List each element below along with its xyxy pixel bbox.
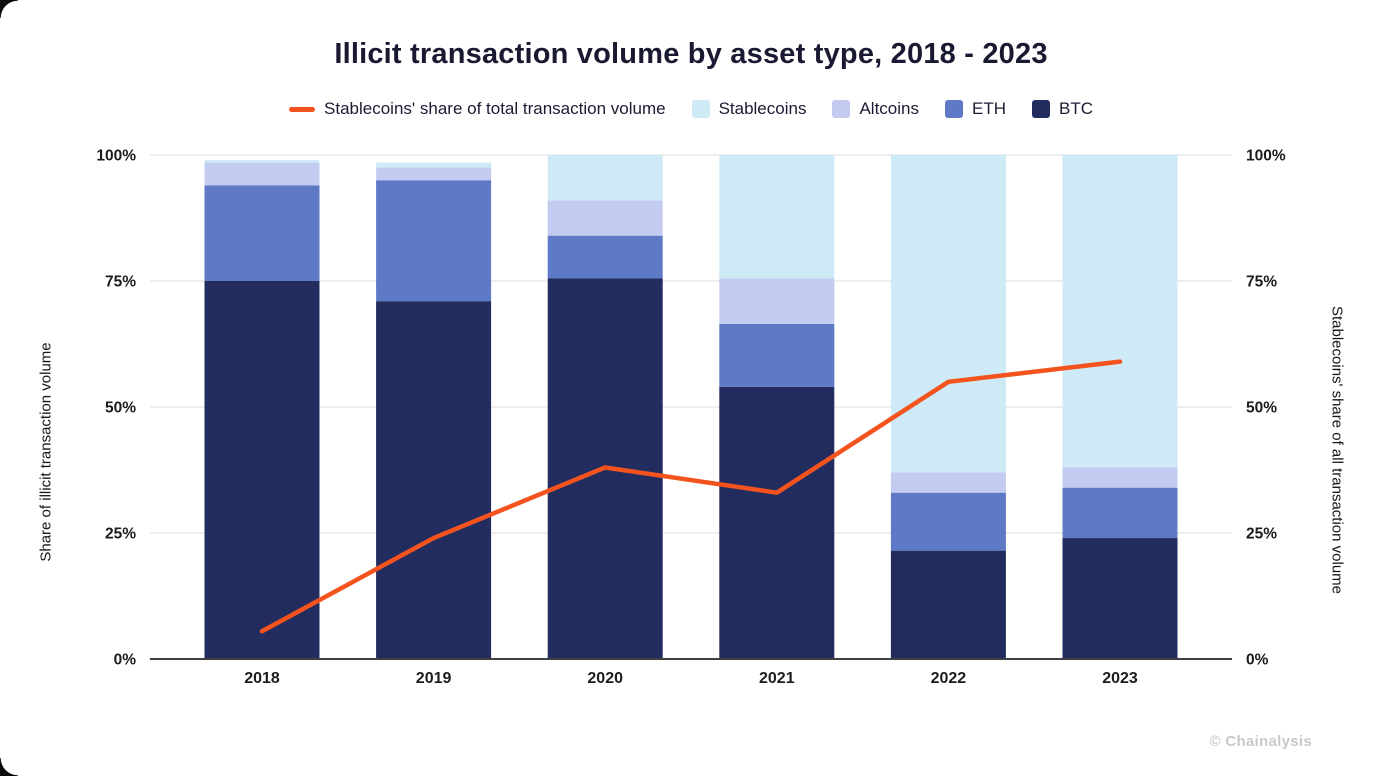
- legend-label-btc: BTC: [1058, 99, 1093, 118]
- bar-2019-altcoins: [376, 167, 492, 181]
- bar-2019-btc: [376, 301, 492, 659]
- legend-label-stablecoins: Stablecoins: [718, 99, 807, 118]
- corner-artifact-bottom-left: [0, 758, 18, 776]
- right-tick-25: 25%: [1246, 526, 1277, 543]
- bar-2019-stablecoins: [376, 162, 492, 168]
- btc-swatch: [1031, 100, 1050, 118]
- right-tick-0: 0%: [1246, 652, 1269, 669]
- bar-2022-btc: [890, 550, 1006, 659]
- x-axis-label-2018: 2018: [244, 670, 280, 687]
- legend-label-altcoins: Altcoins: [859, 99, 919, 118]
- left-tick-50: 50%: [105, 400, 136, 417]
- left-tick-25: 25%: [105, 526, 136, 543]
- left-tick-100: 100%: [96, 148, 136, 165]
- line-legend-swatch: [289, 106, 316, 112]
- altcoins-swatch: [832, 100, 851, 118]
- left-tick-75: 75%: [105, 274, 136, 291]
- chart-legend: Stablecoins' share of total transaction …: [0, 99, 1382, 119]
- right-tick-75: 75%: [1246, 274, 1277, 291]
- legend-item-altcoins: Altcoins: [832, 99, 919, 119]
- bar-2023-stablecoins: [1062, 155, 1178, 468]
- x-axis-label-2023: 2023: [1102, 670, 1138, 687]
- bar-2022-eth: [890, 492, 1006, 551]
- bar-2021-stablecoins: [719, 155, 835, 279]
- bar-2020-eth: [547, 235, 663, 279]
- stablecoins-share-line: [259, 359, 1123, 634]
- legend-label-eth: ETH: [971, 99, 1006, 118]
- legend-item-stablecoins: Stablecoins: [691, 99, 807, 119]
- left-tick-0: 0%: [114, 652, 137, 669]
- bar-2019-eth: [376, 180, 492, 302]
- legend-label-line: Stablecoins' share of total transaction …: [324, 99, 666, 118]
- bar-2018-btc: [204, 281, 320, 659]
- bar-2021-altcoins: [719, 278, 835, 324]
- right-tick-50: 50%: [1246, 400, 1277, 417]
- bar-2020-stablecoins: [547, 155, 663, 201]
- page-title: Illicit transaction volume by asset type…: [334, 38, 1048, 70]
- bar-2021-btc: [719, 386, 835, 659]
- bar-2022-stablecoins: [890, 155, 1006, 473]
- legend-item-eth: ETH: [944, 99, 1006, 119]
- eth-swatch: [944, 100, 963, 118]
- legend-item-line: Stablecoins' share of total transaction …: [289, 99, 666, 119]
- right-tick-100: 100%: [1246, 148, 1286, 165]
- x-axis-label-2021: 2021: [759, 670, 795, 687]
- bar-2018-altcoins: [204, 162, 320, 186]
- bar-2020-altcoins: [547, 200, 663, 236]
- bar-2018-eth: [204, 185, 320, 281]
- bar-2023-btc: [1062, 538, 1178, 659]
- bar-2022-altcoins: [890, 472, 1006, 493]
- x-axis-label-2022: 2022: [931, 670, 967, 687]
- legend-item-btc: BTC: [1031, 99, 1093, 119]
- corner-artifact-top-left: [0, 0, 18, 18]
- stablecoins-swatch: [691, 100, 710, 118]
- x-axis-label-2020: 2020: [587, 670, 623, 687]
- bar-2023-altcoins: [1062, 467, 1178, 488]
- chainalysis-brand: © Chainalysis: [1209, 733, 1312, 750]
- bar-2021-eth: [719, 323, 835, 387]
- bar-2018-stablecoins: [204, 160, 320, 163]
- bar-2023-eth: [1062, 487, 1178, 539]
- x-axis-label-2019: 2019: [416, 670, 452, 687]
